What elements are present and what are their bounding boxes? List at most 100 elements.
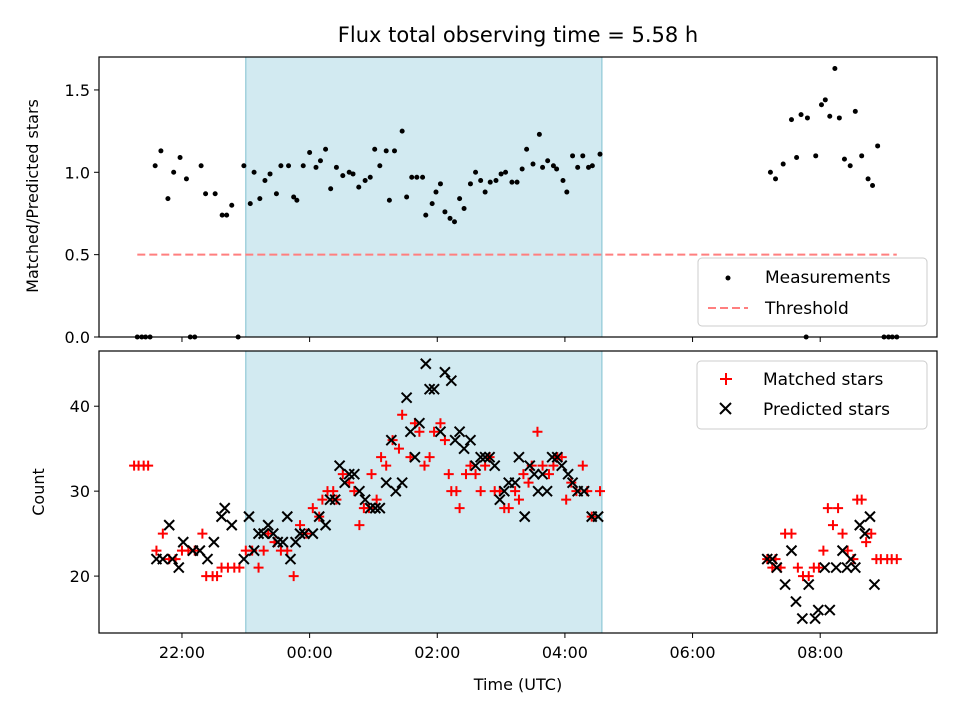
predicted-star-point	[252, 527, 265, 540]
top-y-ticks: 0.0 0.5 1.0 1.5	[65, 81, 99, 347]
matched-star-point	[376, 452, 387, 463]
measurement-point	[404, 194, 410, 200]
bottom-x-tick-label: 06:00	[670, 643, 716, 662]
measurement-point	[152, 163, 158, 169]
measurement-point	[346, 169, 352, 175]
predicted-star-point	[528, 468, 540, 480]
matched-star-point	[577, 460, 588, 471]
measurement-point	[362, 178, 368, 184]
matched-star-point	[837, 528, 848, 539]
measurement-point	[597, 151, 603, 157]
measurement-point	[257, 196, 263, 202]
matched-star-point	[189, 545, 200, 556]
matched-star-point	[475, 486, 486, 497]
predicted-star-point	[479, 451, 491, 463]
matched-star-point	[470, 469, 481, 480]
bottom-x-tick-label: 02:00	[414, 643, 460, 662]
bottom-y-axis-label: Count	[29, 468, 48, 516]
predicted-star-point	[469, 459, 482, 472]
matched-star-point	[543, 469, 554, 480]
matched-star-point	[349, 486, 360, 497]
measurement-point	[251, 169, 257, 175]
measurement-point	[386, 197, 392, 203]
measurement-point	[554, 166, 560, 172]
predicted-star-point	[428, 383, 440, 395]
predicted-star-point	[439, 366, 451, 378]
matched-star-point	[792, 562, 803, 573]
matched-star-point	[435, 418, 446, 429]
measurement-point	[575, 164, 581, 170]
matched-star-point	[307, 503, 318, 514]
measurement-point	[536, 131, 542, 137]
matched-star-point	[328, 486, 339, 497]
predicted-star-point	[509, 476, 521, 489]
matched-star-point	[414, 426, 425, 437]
predicted-star-point	[845, 553, 857, 565]
measurement-point	[530, 161, 536, 167]
predicted-star-point	[173, 561, 185, 574]
measurement-point	[212, 191, 218, 197]
measurement-point	[420, 174, 426, 180]
measurement-point	[519, 166, 525, 172]
x-axis-label: Time (UTC)	[473, 675, 562, 694]
measurement-point	[203, 191, 209, 197]
measurement-point	[356, 184, 362, 190]
predicted-star-point	[404, 425, 417, 438]
measurement-point	[198, 163, 204, 169]
measurements-series	[134, 66, 900, 340]
measurement-point	[165, 196, 171, 202]
predicted-star-point	[766, 553, 779, 565]
measurement-point	[852, 108, 858, 114]
predicted-star-point	[319, 519, 332, 531]
measurement-point	[875, 143, 881, 149]
predicted-star-point	[284, 553, 297, 565]
matched-star-point	[518, 469, 529, 480]
predicted-star-point	[390, 485, 402, 497]
measurement-point	[503, 169, 509, 175]
predicted-star-point	[453, 425, 466, 438]
measurement-point	[224, 212, 230, 218]
bottom-legend-box	[696, 360, 928, 430]
measurement-point	[780, 161, 786, 167]
measurement-point	[832, 66, 838, 72]
predicted-star-point	[562, 468, 574, 480]
measurement-point	[442, 209, 448, 215]
measurement-point	[158, 148, 164, 154]
measurement-point	[560, 178, 566, 184]
top-y-tick-label: 1.0	[65, 163, 90, 182]
matched-star-point	[595, 486, 606, 497]
predicted-star-point	[868, 578, 881, 591]
legend-predicted-label: Predicted stars	[763, 400, 890, 420]
matched-star-point	[381, 460, 392, 471]
bottom-y-tick-label: 40	[70, 397, 90, 416]
measurement-point	[247, 201, 253, 207]
predicted-star-point	[343, 468, 355, 480]
measurement-point	[219, 212, 225, 218]
measurement-point	[350, 171, 356, 177]
measurement-point	[451, 219, 457, 225]
matched-star-point	[842, 545, 853, 556]
measurement-point	[307, 150, 313, 156]
matched-star-point	[212, 571, 223, 582]
legend-measurements-label: Measurements	[765, 268, 891, 288]
predicted-star-point	[532, 485, 544, 497]
bottom-legend: Matched stars Predicted stars	[696, 360, 928, 430]
matched-star-point	[532, 426, 543, 437]
predicted-star-point	[163, 519, 175, 531]
matched-star-point	[827, 520, 838, 531]
predicted-star-point	[836, 544, 849, 557]
measurement-point	[447, 215, 453, 221]
measurement-point	[367, 174, 373, 180]
bottom-x-ticks: 22:00 00:00 02:00 04:00 06:00 08:00	[159, 633, 843, 662]
predicted-star-point	[364, 502, 376, 514]
top-panel: 0.0 0.5 1.0 1.5 Matched/Predicted stars Mea…	[23, 56, 938, 347]
predicted-star-point	[849, 561, 862, 574]
matched-star-point	[143, 460, 154, 471]
predicted-star-point	[219, 502, 231, 514]
predicted-star-point	[353, 485, 366, 497]
matched-star-point	[397, 409, 408, 420]
matched-star-point	[513, 494, 524, 505]
measurement-point	[273, 191, 279, 197]
predicted-star-point	[812, 604, 824, 616]
measurement-point	[183, 176, 189, 182]
